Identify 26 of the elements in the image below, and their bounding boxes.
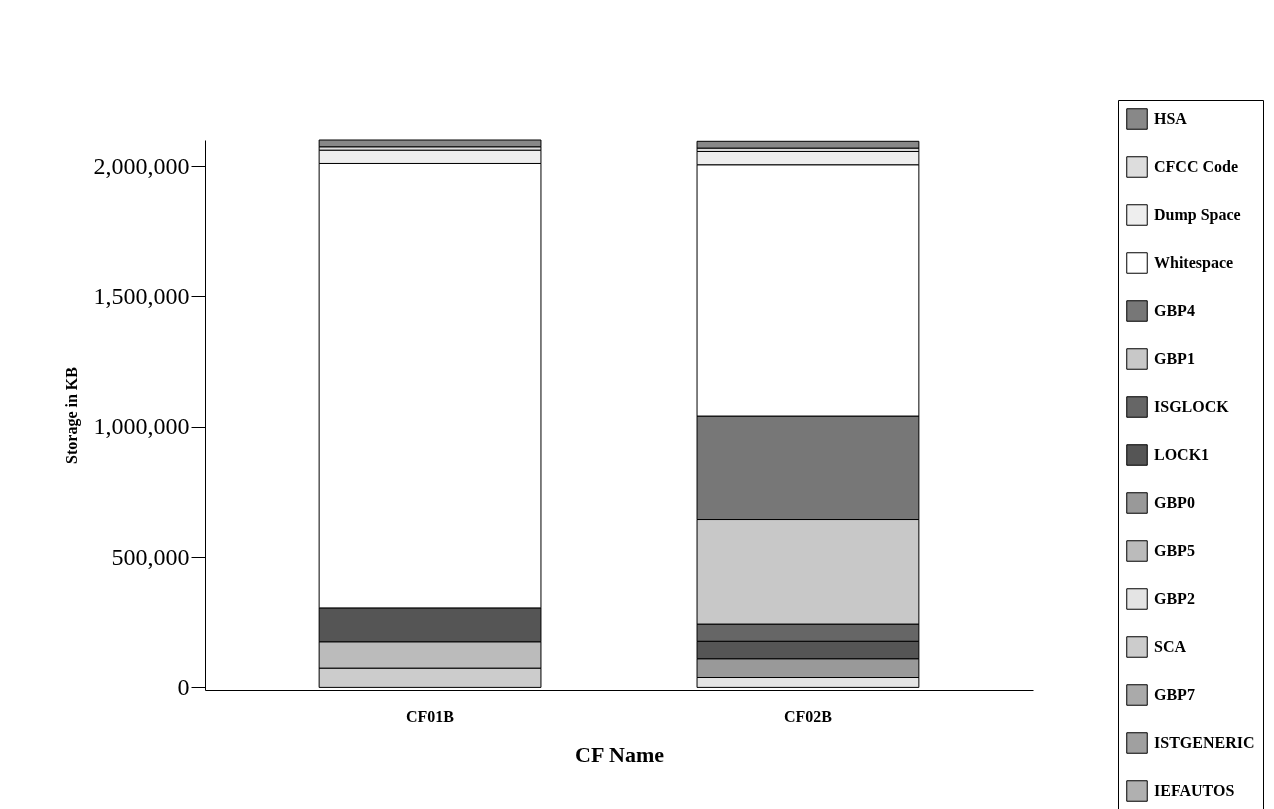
legend-label: Whitespace <box>1154 254 1234 272</box>
legend-label: GBP7 <box>1154 686 1195 703</box>
legend-label: Dump Space <box>1154 206 1241 224</box>
legend-label: GBP4 <box>1154 302 1195 319</box>
y-tick-label: 2,000,000 <box>93 152 190 179</box>
legend-label: HSA <box>1154 110 1188 127</box>
x-tick-label: CF02B <box>783 707 833 725</box>
y-axis-title: Storage in KB <box>62 366 81 464</box>
y-tick-label: 1,000,000 <box>93 413 190 440</box>
legend-label: GBP2 <box>1154 590 1195 607</box>
legend-label: ISGLOCK <box>1154 398 1230 415</box>
x-tick-label: CF01B <box>406 707 455 725</box>
x-axis-title: CF Name <box>575 741 665 767</box>
legend-label: ISTGENERIC <box>1154 734 1255 751</box>
y-tick-label: 0 <box>177 673 190 700</box>
legend-label: LOCK1 <box>1154 446 1210 463</box>
legend-label: GBP5 <box>1154 542 1195 559</box>
legend-label: IEFAUTOS <box>1154 782 1235 799</box>
legend-label: SCA <box>1154 638 1187 655</box>
bar <box>318 139 542 148</box>
legend-label: GBP1 <box>1154 350 1195 367</box>
legend-label: GBP0 <box>1154 494 1195 511</box>
bar <box>696 140 920 149</box>
y-tick-label: 500,000 <box>111 543 190 570</box>
legend-label: CFCC Code <box>1154 158 1238 175</box>
y-tick-label: 1,500,000 <box>93 282 190 309</box>
